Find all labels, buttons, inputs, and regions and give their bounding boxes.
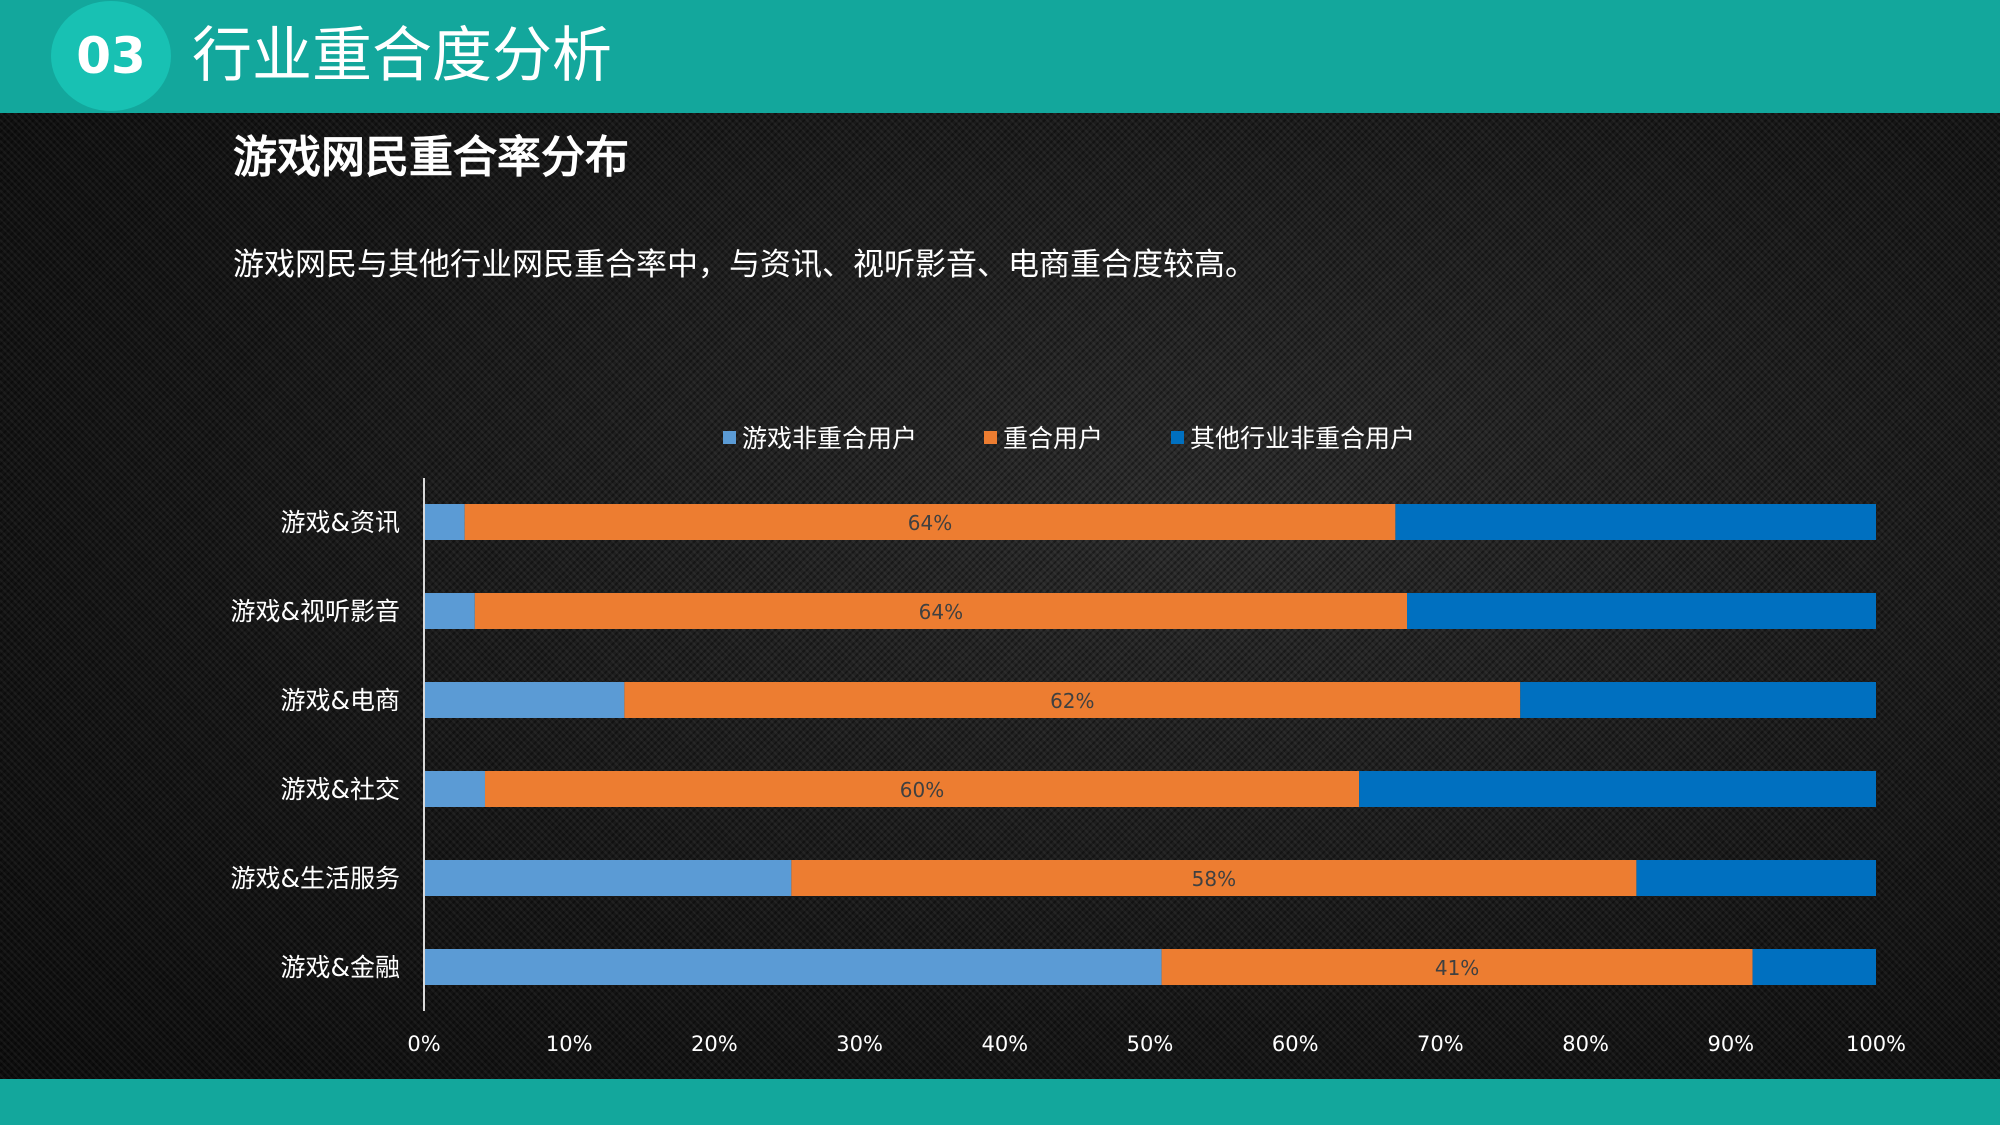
x-tick-label: 50% bbox=[1127, 1032, 1174, 1056]
x-tick-label: 60% bbox=[1272, 1032, 1319, 1056]
slide-subtitle: 游戏网民与其他行业网民重合率中，与资讯、视听影音、电商重合度较高。 bbox=[233, 247, 1256, 283]
x-tick-label: 90% bbox=[1707, 1032, 1754, 1056]
footer-bar bbox=[0, 1079, 2000, 1125]
header-bar bbox=[0, 0, 2000, 113]
x-tick-label: 0% bbox=[407, 1032, 440, 1056]
x-tick-label: 20% bbox=[691, 1032, 738, 1056]
legend-swatch bbox=[984, 431, 997, 444]
data-label: 64% bbox=[908, 511, 952, 535]
bar-segment bbox=[1752, 949, 1876, 985]
data-label: 41% bbox=[1435, 956, 1479, 980]
bar-segment bbox=[1359, 771, 1876, 807]
data-label: 62% bbox=[1050, 689, 1094, 713]
category-label: 游戏&社交 bbox=[281, 775, 401, 804]
bar-segment bbox=[1520, 682, 1876, 718]
legend-swatch bbox=[723, 431, 736, 444]
category-label: 游戏&生活服务 bbox=[231, 864, 401, 893]
bar-segment bbox=[424, 682, 625, 718]
data-label: 64% bbox=[919, 600, 963, 624]
section-number-badge: 03 bbox=[51, 1, 171, 111]
category-label: 游戏&资讯 bbox=[281, 508, 401, 537]
category-label: 游戏&视听影音 bbox=[231, 597, 401, 626]
x-tick-label: 30% bbox=[836, 1032, 883, 1056]
bar-segment bbox=[484, 771, 1360, 807]
bar-segment bbox=[791, 860, 1637, 896]
bar-segment bbox=[464, 504, 1396, 540]
bar-segment bbox=[424, 504, 465, 540]
x-tick-label: 70% bbox=[1417, 1032, 1464, 1056]
bar-segment bbox=[1395, 504, 1876, 540]
section-number: 03 bbox=[76, 27, 146, 85]
slide-heading: 游戏网民重合率分布 bbox=[233, 132, 629, 183]
bar-segment bbox=[1407, 593, 1876, 629]
section-title: 行业重合度分析 bbox=[192, 21, 612, 91]
x-tick-label: 10% bbox=[546, 1032, 593, 1056]
x-tick-label: 80% bbox=[1562, 1032, 1609, 1056]
bar-segment bbox=[424, 593, 475, 629]
x-tick-label: 40% bbox=[981, 1032, 1028, 1056]
bar-segment bbox=[424, 860, 792, 896]
data-label: 60% bbox=[900, 778, 944, 802]
bar-segment bbox=[424, 949, 1162, 985]
data-label: 58% bbox=[1192, 867, 1236, 891]
legend-swatch bbox=[1171, 431, 1184, 444]
bar-segment bbox=[1636, 860, 1876, 896]
legend-label: 其他行业非重合用户 bbox=[1190, 424, 1415, 453]
bar-segment bbox=[474, 593, 1408, 629]
category-label: 游戏&金融 bbox=[281, 953, 401, 982]
bar-segment bbox=[1161, 949, 1753, 985]
bar-segment bbox=[624, 682, 1521, 718]
category-label: 游戏&电商 bbox=[281, 686, 401, 715]
legend-label: 重合用户 bbox=[1003, 424, 1103, 453]
bar-segment bbox=[424, 771, 485, 807]
legend-label: 游戏非重合用户 bbox=[742, 424, 917, 453]
x-tick-label: 100% bbox=[1846, 1032, 1906, 1056]
